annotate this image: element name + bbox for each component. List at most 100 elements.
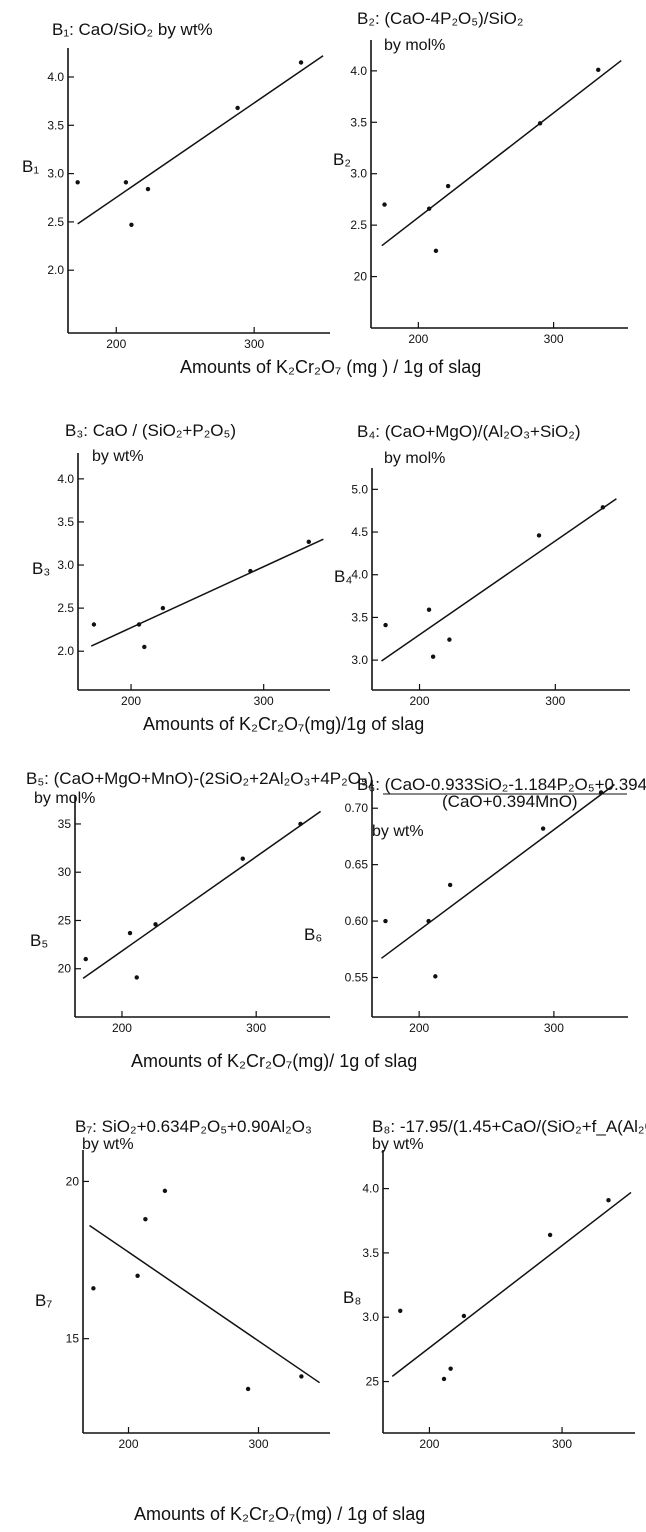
- y-tick-label: 4.0: [351, 568, 368, 582]
- x-tick-label: 300: [544, 1021, 564, 1035]
- data-point: [600, 505, 606, 510]
- data-point: [135, 1273, 140, 1278]
- data-point: [134, 975, 139, 980]
- data-point: [91, 622, 97, 627]
- data-point: [447, 637, 452, 642]
- data-point: [598, 790, 604, 795]
- chart-subtitle: by wt%: [82, 1136, 134, 1153]
- y-tick-label: 2.5: [350, 218, 367, 232]
- fit-line: [89, 1224, 321, 1384]
- data-point: [426, 206, 432, 211]
- x-tick-label: 200: [112, 1021, 132, 1035]
- data-point: [547, 1232, 553, 1238]
- x-tick-label: 300: [248, 1437, 268, 1451]
- chart-panel-6: B₆: (CaO-0.933SiO₂-1.184P₂O₅+0.394MnO)(C…: [304, 775, 646, 1035]
- data-point: [248, 568, 253, 574]
- y-tick-label: 3.0: [351, 653, 368, 667]
- chart-title: B₃: CaO / (SiO₂+P₂O₅): [65, 421, 236, 440]
- y-tick-label: 4.0: [57, 472, 74, 486]
- data-point: [448, 1366, 453, 1371]
- chart-subtitle: by mol%: [384, 37, 445, 54]
- chart-panel-2: B₂: (CaO-4P₂O₅)/SiO₂ by mol% B₂ 200 300 20 2.5…: [333, 9, 628, 346]
- y-tick-label: 4.5: [351, 525, 368, 539]
- fit-line: [381, 498, 617, 662]
- fit-line: [381, 59, 622, 247]
- y-tick-label: 5.0: [351, 482, 368, 496]
- data-point: [447, 882, 453, 888]
- chart-title: B₈: -17.95/(1.45+CaO/(SiO₂+f_A(Al₂O₃)))+…: [372, 1117, 646, 1136]
- data-point: [433, 974, 438, 979]
- y-tick-label: 3.5: [57, 515, 74, 529]
- data-point: [596, 67, 601, 73]
- chart-panel-5: B₅: (CaO+MgO+MnO)-(2SiO₂+2Al₂O₃+4P₂O₅) by…: [26, 769, 373, 1035]
- data-point: [537, 121, 543, 126]
- y-axis-label: B₈: [343, 1288, 361, 1307]
- data-point: [129, 222, 134, 227]
- chart-panel-4: B₄: (CaO+MgO)/(Al₂O₃+SiO₂) by mol% B₄ 200 30…: [334, 422, 630, 708]
- x-axis-caption: Amounts of K₂Cr₂O₇(mg)/ 1g of slag: [131, 1051, 417, 1071]
- data-point: [306, 539, 311, 544]
- data-point: [536, 533, 542, 538]
- y-tick-label: 2.5: [47, 215, 64, 229]
- fit-line: [90, 538, 324, 647]
- chart-subtitle: by wt%: [372, 1136, 424, 1153]
- chart-panel-1: B₁: CaO/SiO₂ by wt% B₁ 200 300 2.0 2.5 3.0 3.5 4…: [22, 20, 330, 351]
- data-point: [298, 60, 304, 65]
- chart-subtitle: by wt%: [372, 823, 424, 840]
- y-tick-label: 3.5: [362, 1246, 379, 1260]
- x-tick-label: 200: [419, 1437, 439, 1451]
- x-tick-label: 200: [408, 332, 428, 346]
- y-tick-label: 3.0: [362, 1310, 379, 1324]
- data-point: [145, 186, 151, 192]
- chart-title: B₇: SiO₂+0.634P₂O₅+0.90Al₂O₃: [75, 1117, 312, 1136]
- chart-panel-8: B₈: -17.95/(1.45+CaO/(SiO₂+f_A(Al₂O₃)))+…: [343, 1117, 646, 1451]
- chart-title: B₂: (CaO-4P₂O₅)/SiO₂: [357, 9, 523, 28]
- x-tick-label: 300: [544, 332, 564, 346]
- y-axis-label: B₆: [304, 925, 322, 944]
- y-tick-label: 4.0: [362, 1182, 379, 1196]
- x-tick-label: 200: [106, 337, 126, 351]
- data-point: [441, 1376, 447, 1382]
- y-tick-label: 2.0: [57, 644, 74, 658]
- y-tick-label: 15: [66, 1332, 80, 1346]
- data-point: [235, 105, 240, 111]
- data-point: [383, 918, 388, 924]
- y-axis-label: B₅: [30, 931, 48, 950]
- fit-line: [77, 55, 324, 225]
- x-tick-label: 200: [118, 1437, 138, 1451]
- y-tick-label: 3.0: [350, 167, 367, 181]
- fit-line: [82, 810, 322, 980]
- data-point: [383, 622, 388, 628]
- x-tick-label: 200: [410, 694, 430, 708]
- y-tick-label: 4.0: [47, 70, 64, 84]
- y-tick-label: 20: [66, 1174, 80, 1188]
- x-tick-label: 300: [254, 694, 274, 708]
- x-tick-label: 300: [545, 694, 565, 708]
- y-axis-label: B₁: [22, 157, 39, 176]
- data-point: [382, 202, 387, 207]
- chart-title: B₁: CaO/SiO₂ by wt%: [52, 20, 213, 39]
- data-point: [398, 1308, 403, 1313]
- y-tick-label: 0.70: [345, 801, 369, 815]
- data-point: [445, 183, 451, 189]
- data-point: [426, 607, 432, 612]
- x-axis-caption: Amounts of K₂Cr₂O₇ (mg ) / 1g of slag: [180, 357, 481, 377]
- data-point: [75, 180, 80, 185]
- y-axis-label: B₇: [35, 1291, 52, 1310]
- y-tick-label: 20: [58, 962, 72, 976]
- x-tick-label: 300: [246, 1021, 266, 1035]
- data-point: [461, 1313, 467, 1319]
- y-axis-label: B₂: [333, 150, 351, 169]
- data-point: [136, 622, 142, 627]
- y-tick-label: 0.55: [345, 971, 369, 985]
- y-tick-label: 30: [58, 865, 72, 879]
- y-tick-label: 3.5: [47, 118, 64, 132]
- chart-title: B₄: (CaO+MgO)/(Al₂O₃+SiO₂): [357, 422, 581, 441]
- data-point: [83, 956, 88, 962]
- data-point: [160, 605, 166, 611]
- data-point: [298, 821, 303, 827]
- data-point: [299, 1374, 304, 1379]
- x-tick-label: 300: [552, 1437, 572, 1451]
